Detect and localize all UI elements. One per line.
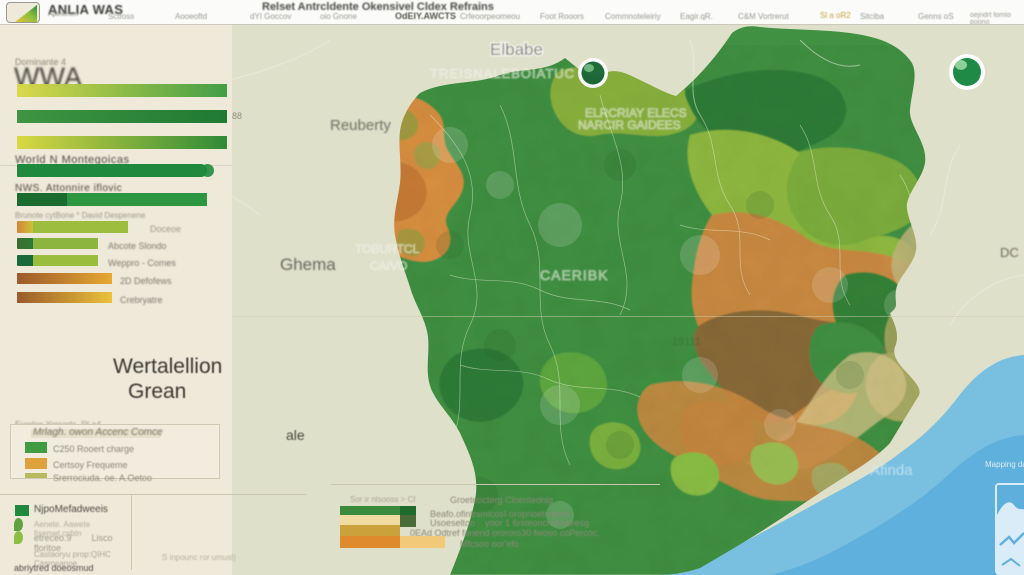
svg-text:Afinda: Afinda <box>870 462 913 479</box>
svg-text:Elbabe: Elbabe <box>490 40 543 59</box>
svg-text:DC: DC <box>1000 245 1019 260</box>
svg-text:Mapping data: Mapping data <box>985 460 1024 469</box>
svg-text:Reuberty: Reuberty <box>330 117 391 134</box>
svg-text:Ghema: Ghema <box>280 255 336 274</box>
